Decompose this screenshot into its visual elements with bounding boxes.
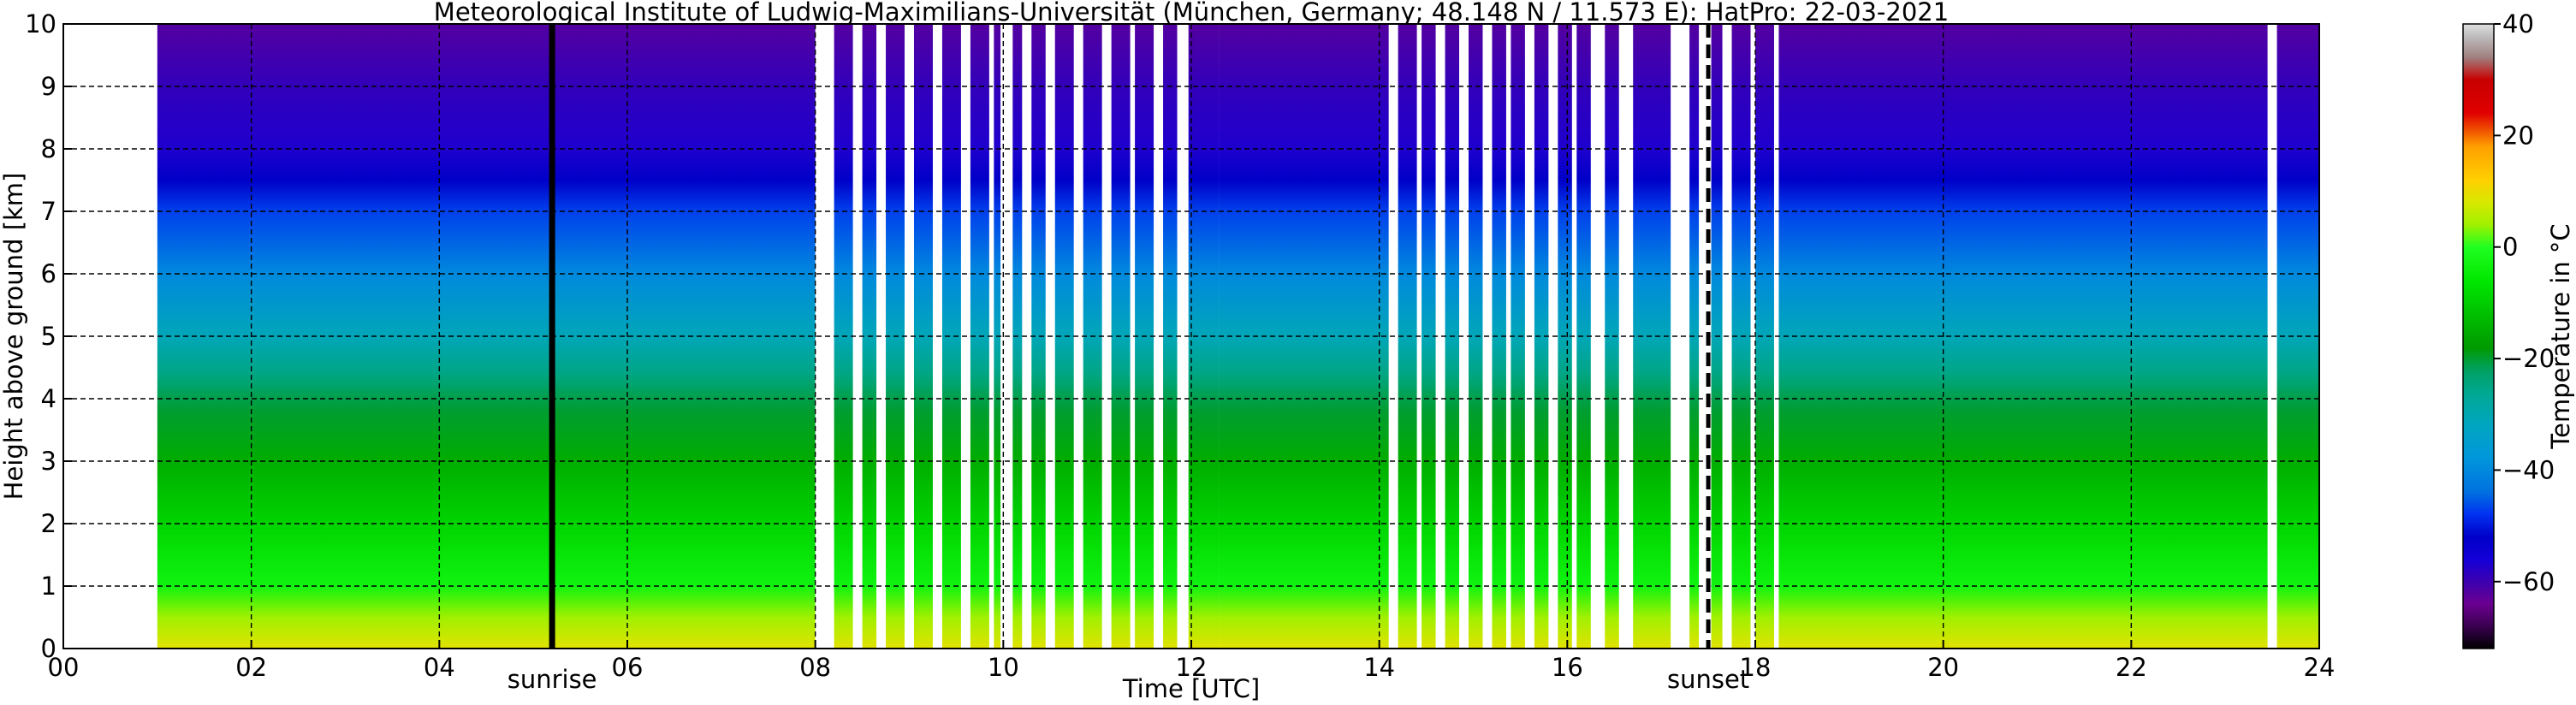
y-axis-ticks: 0 1 2 3 4 5 6 7 8 9 10: [25, 9, 72, 663]
data-block: [941, 24, 961, 649]
sunset-label: sunset: [1667, 665, 1749, 694]
y-tick-label: 8: [41, 134, 56, 163]
colorbar-tick-label: 20: [2502, 121, 2534, 150]
y-tick-label: 10: [25, 9, 56, 39]
chart-title: Meteorological Institute of Ludwig-Maxim…: [434, 0, 1949, 27]
data-block: [1576, 24, 1591, 649]
colorbar-tick-label: 0: [2502, 233, 2518, 262]
y-tick-label: 1: [41, 572, 56, 601]
x-tick-label: 10: [988, 653, 1019, 682]
data-block: [1755, 24, 1774, 649]
y-tick-label: 9: [41, 72, 56, 101]
x-tick-label: 16: [1552, 653, 1583, 682]
x-tick-label: 22: [2116, 653, 2147, 682]
x-tick-label: 06: [612, 653, 644, 682]
colorbar-ticks: 40 20 0 −20 −40 −60: [2494, 9, 2555, 596]
data-block: [1511, 24, 1525, 649]
x-tick-label: 14: [1363, 653, 1395, 682]
x-tick-label: 18: [1740, 653, 1772, 682]
sun-event-layer: [549, 24, 1712, 649]
x-tick-label: 04: [424, 653, 455, 682]
x-axis-ticks: 00 02 04 06 08 10 12 14 16 18 20 22 24 sunrise sunset: [48, 640, 2336, 694]
colorbar-tick-label: −40: [2502, 455, 2555, 484]
y-tick-label: 0: [41, 634, 56, 663]
y-tick-label: 6: [41, 259, 56, 288]
data-block: [1605, 24, 1619, 649]
y-tick-label: 5: [41, 322, 56, 351]
y-tick-label: 3: [41, 447, 56, 476]
x-tick-label: 00: [48, 653, 80, 682]
x-axis-label: Time [UTC]: [1122, 674, 1260, 703]
colorbar-tick-label: 40: [2502, 9, 2534, 39]
x-tick-label: 20: [1927, 653, 1959, 682]
data-block: [1492, 24, 1506, 649]
colorbar-label: Temperature in °C: [2546, 223, 2575, 449]
colorbar-tick-label: −20: [2502, 344, 2555, 373]
data-block: [1054, 24, 1074, 649]
x-tick-label: 02: [235, 653, 267, 682]
x-tick-label: 08: [799, 653, 831, 682]
plot-area: [62, 23, 2320, 649]
data-block: [1534, 24, 1549, 649]
y-tick-label: 2: [41, 509, 56, 538]
y-tick-label: 7: [41, 197, 56, 226]
x-tick-label: 24: [2304, 653, 2336, 682]
y-axis-label: Height above ground [km]: [0, 173, 28, 501]
colorbar-gradient: [2462, 23, 2495, 649]
colorbar-tick-label: −60: [2502, 567, 2555, 596]
y-tick-label: 4: [41, 384, 56, 413]
data-block: [1031, 24, 1046, 649]
sunrise-label: sunrise: [507, 665, 597, 694]
grid-layer: [63, 24, 2319, 649]
colorbar: 40 20 0 −20 −40 −60 Temperature in °C: [2462, 9, 2575, 649]
x-tick-label: 12: [1176, 653, 1208, 682]
